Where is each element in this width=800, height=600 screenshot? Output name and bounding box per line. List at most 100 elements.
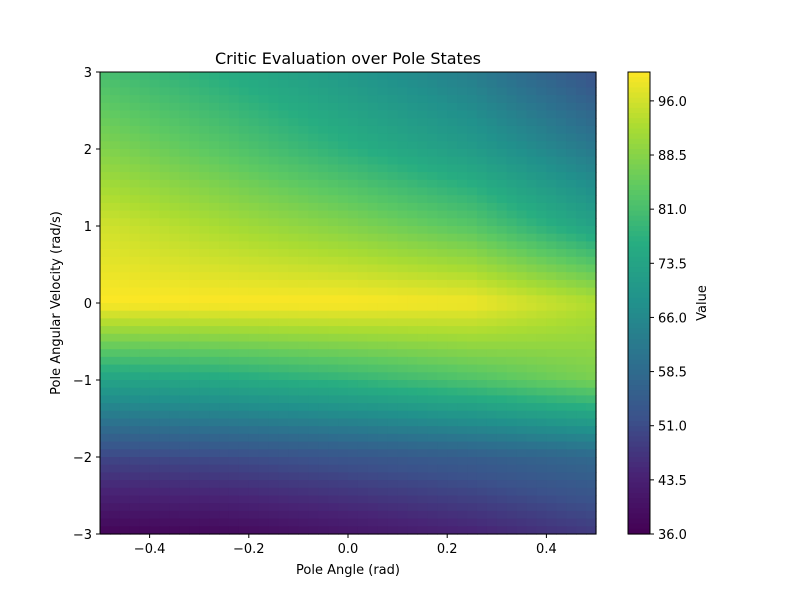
heatmap-cell — [268, 87, 280, 96]
heatmap-cell — [248, 156, 260, 165]
heatmap-cell — [397, 233, 409, 242]
heatmap-cell — [437, 287, 448, 296]
heatmap-cell — [586, 395, 597, 404]
heatmap-cell — [427, 102, 438, 112]
heatmap-cell — [139, 249, 151, 258]
heatmap-cell — [348, 341, 359, 350]
heatmap-cell — [308, 156, 319, 165]
heatmap-cell — [219, 172, 230, 181]
heatmap-cell — [139, 179, 151, 189]
heatmap-cell — [566, 233, 577, 242]
heatmap-cell — [427, 141, 438, 150]
heatmap-cell — [219, 441, 230, 450]
heatmap-cell — [457, 195, 468, 204]
heatmap-cell — [546, 72, 557, 81]
heatmap-cell — [268, 449, 280, 458]
heatmap-cell — [427, 226, 438, 235]
heatmap-cell — [189, 226, 200, 235]
heatmap-cell — [169, 195, 180, 204]
heatmap-cell — [476, 410, 488, 420]
heatmap-cell — [476, 303, 488, 312]
heatmap-cell — [516, 518, 528, 527]
heatmap-cell — [576, 526, 587, 535]
heatmap-cell — [159, 256, 171, 266]
heatmap-cell — [209, 172, 220, 181]
heatmap-cell — [387, 149, 399, 158]
heatmap-cell — [576, 256, 587, 266]
heatmap-cell — [219, 364, 230, 373]
heatmap-cell — [357, 79, 369, 88]
heatmap-cell — [199, 164, 210, 173]
heatmap-cell — [169, 349, 180, 358]
heatmap-cell — [566, 118, 577, 127]
heatmap-cell — [238, 433, 250, 443]
heatmap-cell — [278, 87, 290, 96]
heatmap-cell — [457, 303, 468, 312]
heatmap-cell — [109, 395, 121, 404]
heatmap-cell — [308, 441, 319, 450]
heatmap-cell — [139, 526, 151, 535]
heatmap-cell — [486, 341, 498, 350]
heatmap-cell — [338, 72, 349, 81]
heatmap-cell — [258, 256, 270, 266]
heatmap-cell — [457, 449, 468, 458]
heatmap-cell — [556, 256, 567, 266]
heatmap-cell — [318, 95, 329, 104]
heatmap-cell — [209, 341, 220, 350]
heatmap-cell — [476, 349, 488, 358]
heatmap-cell — [556, 410, 567, 420]
heatmap-cell — [308, 272, 319, 281]
heatmap-cell — [377, 210, 389, 219]
heatmap-cell — [387, 372, 399, 381]
heatmap-cell — [367, 72, 379, 81]
heatmap-cell — [427, 464, 438, 473]
heatmap-cell — [129, 179, 141, 189]
heatmap-cell — [576, 264, 587, 273]
colorbar-segment — [628, 380, 650, 386]
heatmap-cell — [397, 495, 409, 504]
heatmap-cell — [556, 418, 567, 427]
heatmap-cell — [526, 380, 538, 389]
heatmap-cell — [516, 218, 528, 227]
heatmap-cell — [100, 364, 111, 373]
heatmap-cell — [447, 380, 458, 389]
heatmap-cell — [397, 179, 409, 189]
heatmap-cell — [407, 79, 419, 88]
colorbar-segment — [628, 462, 650, 468]
heatmap-cell — [318, 480, 329, 489]
heatmap-cell — [338, 526, 349, 535]
heatmap-cell — [248, 480, 260, 489]
heatmap-cell — [546, 510, 557, 520]
heatmap-cell — [109, 87, 121, 96]
heatmap-cell — [159, 526, 171, 535]
heatmap-cell — [219, 118, 230, 127]
heatmap-cell — [109, 272, 121, 281]
heatmap-cell — [298, 72, 309, 81]
heatmap-cell — [536, 464, 547, 473]
heatmap-cell — [119, 457, 131, 466]
heatmap-cell — [457, 249, 468, 258]
heatmap-cell — [417, 118, 428, 127]
heatmap-cell — [526, 318, 538, 327]
heatmap-cell — [338, 387, 349, 396]
heatmap-cell — [149, 110, 161, 119]
heatmap-cell — [467, 433, 478, 443]
heatmap-cell — [119, 510, 131, 520]
heatmap-cell — [169, 426, 180, 435]
heatmap-cell — [149, 264, 161, 273]
heatmap-cell — [536, 410, 547, 420]
heatmap-cell — [447, 102, 458, 112]
heatmap-cell — [169, 364, 180, 373]
heatmap-cell — [476, 233, 488, 242]
heatmap-cell — [298, 464, 309, 473]
heatmap-cell — [516, 503, 528, 512]
heatmap-cell — [268, 102, 280, 112]
heatmap-cell — [119, 272, 131, 281]
heatmap-cell — [258, 210, 270, 219]
heatmap-cell — [486, 310, 498, 319]
heatmap-cell — [437, 72, 448, 81]
heatmap-cell — [338, 341, 349, 350]
heatmap-cell — [338, 233, 349, 242]
heatmap-cell — [387, 141, 399, 150]
heatmap-cell — [546, 256, 557, 266]
